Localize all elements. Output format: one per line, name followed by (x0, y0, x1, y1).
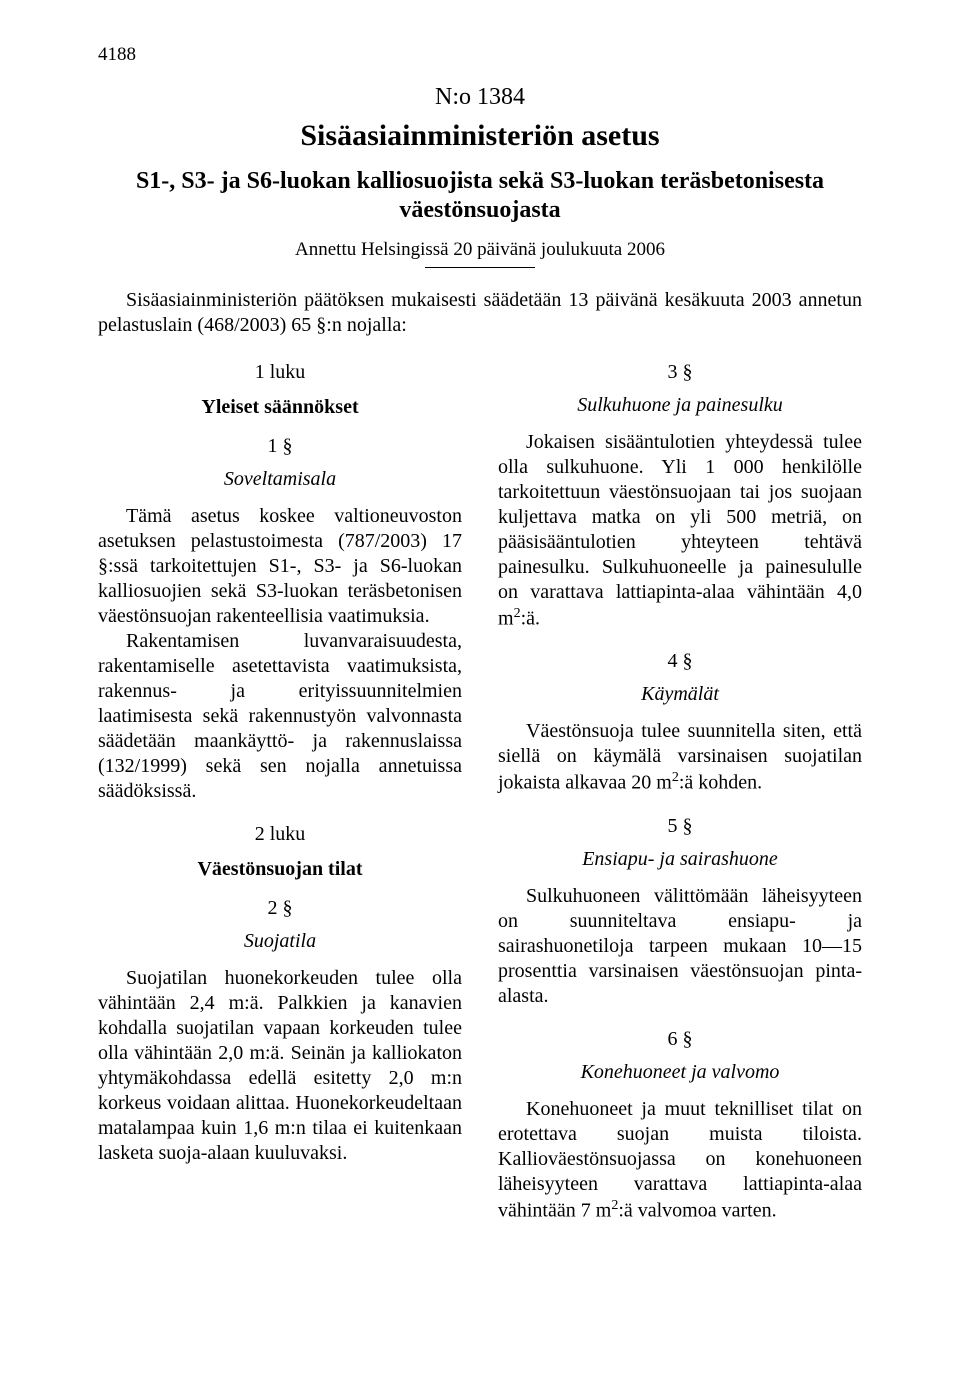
section-2-title: Suojatila (98, 929, 462, 954)
section-1-para-1: Tämä asetus koskee valtioneuvoston asetu… (98, 504, 462, 629)
section-6-para-1: Konehuoneet ja muut teknilliset tilat on… (498, 1097, 862, 1224)
section-5-title: Ensiapu- ja sairashuone (498, 847, 862, 872)
section-6-text-b: :ä valvomoa varten. (618, 1200, 776, 1222)
section-2-body: Suojatilan huonekorkeuden tulee olla väh… (98, 966, 462, 1166)
section-4-para-1: Väestönsuoja tulee suunnitella siten, et… (498, 719, 862, 796)
section-3-title: Sulkuhuone ja painesulku (498, 393, 862, 418)
chapter-2-number: 2 luku (98, 822, 462, 847)
page: 4188 N:o 1384 Sisäasiainministeriön aset… (0, 0, 960, 1375)
section-1-para-2: Rakentamisen luvanvaraisuudesta, rakenta… (98, 629, 462, 804)
section-2-para-1: Suojatilan huonekorkeuden tulee olla väh… (98, 966, 462, 1166)
columns: 1 luku Yleiset säännökset 1 § Soveltamis… (98, 356, 862, 1242)
section-5-body: Sulkuhuoneen välittömään läheisyyteen on… (498, 884, 862, 1009)
section-4-number: 4 § (498, 649, 862, 674)
right-column: 3 § Sulkuhuone ja painesulku Jokaisen si… (498, 356, 862, 1242)
section-3-number: 3 § (498, 360, 862, 385)
section-1-title: Soveltamisala (98, 467, 462, 492)
chapter-2-title: Väestönsuojan tilat (98, 857, 462, 882)
document-subtitle: S1-, S3- ja S6-luokan kalliosuojista sek… (110, 167, 850, 225)
section-3-text-a: Jokaisen sisääntulotien yhteydessä tulee… (498, 431, 862, 630)
section-2-number: 2 § (98, 896, 462, 921)
divider (425, 267, 535, 268)
left-column: 1 luku Yleiset säännökset 1 § Soveltamis… (98, 356, 462, 1242)
section-6-body: Konehuoneet ja muut teknilliset tilat on… (498, 1097, 862, 1224)
section-4-title: Käymälät (498, 682, 862, 707)
section-6-title: Konehuoneet ja valvomo (498, 1060, 862, 1085)
section-5-para-1: Sulkuhuoneen välittömään läheisyyteen on… (498, 884, 862, 1009)
document-title: Sisäasiainministeriön asetus (98, 119, 862, 153)
given-at: Annettu Helsingissä 20 päivänä joulukuut… (98, 239, 862, 261)
document-number: N:o 1384 (98, 84, 862, 111)
section-1-number: 1 § (98, 434, 462, 459)
section-4-text-b: :ä kohden. (679, 772, 762, 794)
section-3-para-1: Jokaisen sisääntulotien yhteydessä tulee… (498, 430, 862, 632)
section-6-number: 6 § (498, 1027, 862, 1052)
section-3-body: Jokaisen sisääntulotien yhteydessä tulee… (498, 430, 862, 632)
sup-2-a: 2 (514, 606, 521, 621)
page-number: 4188 (98, 44, 862, 66)
intro-paragraph: Sisäasiainministeriön päätöksen mukaises… (98, 288, 862, 338)
section-3-text-b: :ä. (521, 607, 540, 629)
section-5-number: 5 § (498, 814, 862, 839)
sup-2-b: 2 (672, 770, 679, 785)
chapter-1-title: Yleiset säännökset (98, 395, 462, 420)
chapter-1-number: 1 luku (98, 360, 462, 385)
section-4-body: Väestönsuoja tulee suunnitella siten, et… (498, 719, 862, 796)
section-1-body: Tämä asetus koskee valtioneuvoston asetu… (98, 504, 462, 804)
